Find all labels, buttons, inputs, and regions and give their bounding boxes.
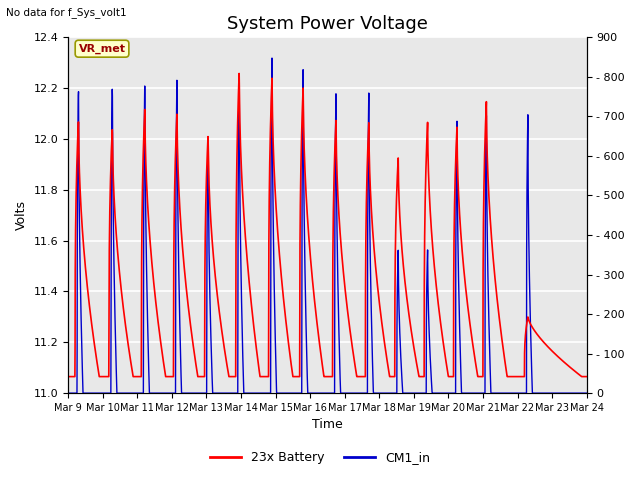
- Title: System Power Voltage: System Power Voltage: [227, 15, 428, 33]
- Legend: 23x Battery, CM1_in: 23x Battery, CM1_in: [205, 446, 435, 469]
- Y-axis label: Volts: Volts: [15, 200, 28, 230]
- Text: No data for f_Sys_volt1: No data for f_Sys_volt1: [6, 7, 127, 18]
- X-axis label: Time: Time: [312, 419, 343, 432]
- Text: VR_met: VR_met: [79, 44, 125, 54]
